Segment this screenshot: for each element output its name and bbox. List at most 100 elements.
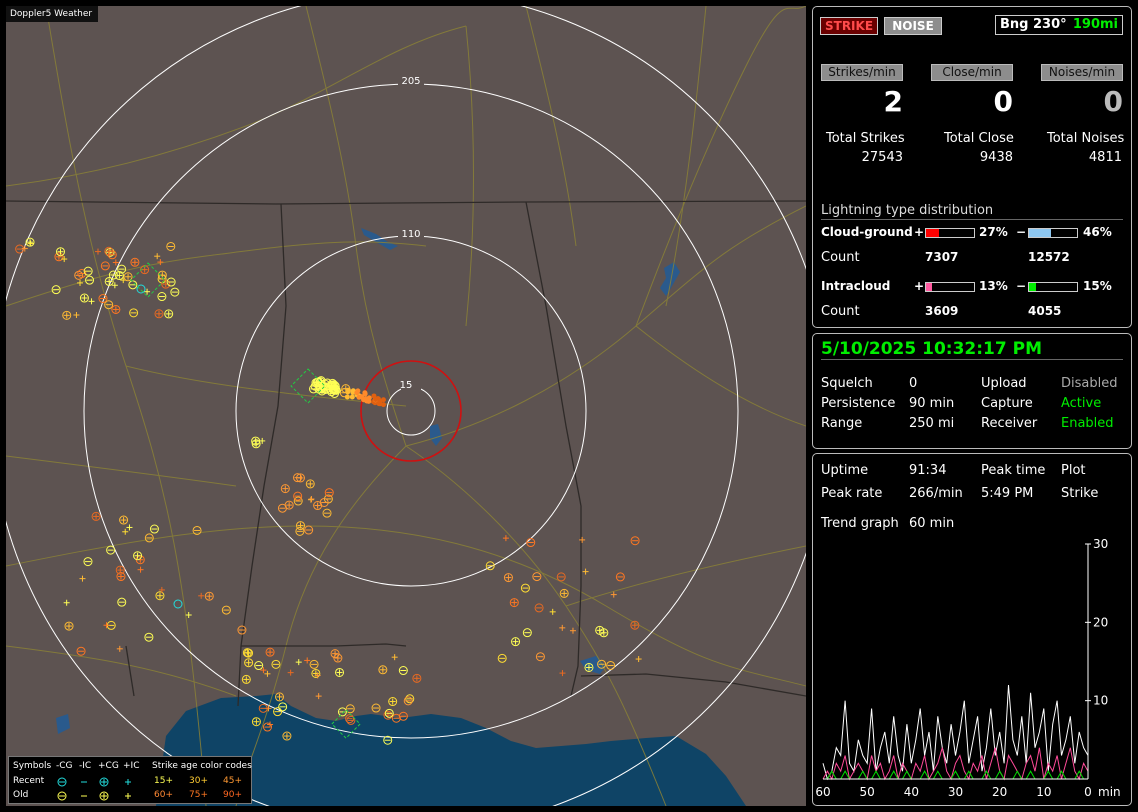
strike-marker bbox=[144, 533, 154, 543]
lake-5 bbox=[56, 714, 70, 734]
receiver-label: Receiver bbox=[981, 416, 1038, 431]
persistence-label: Persistence bbox=[821, 396, 896, 411]
legend-col-neg-cg: -CG bbox=[56, 761, 73, 771]
strike-marker bbox=[105, 247, 115, 257]
upload-value: Disabled bbox=[1061, 376, 1118, 391]
trend-lines bbox=[822, 684, 1089, 781]
total-noises-label: Total Noises bbox=[1047, 131, 1125, 146]
legend-symbols bbox=[57, 777, 131, 801]
lightning-map[interactable]: 205 110 15 Doppler5 Weather Symbols -CG … bbox=[6, 6, 806, 806]
strike-button[interactable]: STRIKE bbox=[820, 17, 878, 35]
strike-marker bbox=[98, 294, 108, 304]
strike-marker bbox=[104, 246, 114, 256]
strike-marker bbox=[254, 661, 264, 671]
strike-marker bbox=[412, 673, 422, 683]
trend-series-2 bbox=[823, 770, 1088, 780]
strike-marker bbox=[630, 536, 640, 546]
divider bbox=[821, 219, 1123, 220]
close-per-min-header[interactable]: Close/min bbox=[931, 64, 1013, 81]
trend-x-tick-label-2: 40 bbox=[904, 785, 919, 799]
close-range-ring bbox=[360, 360, 462, 462]
cg-negative-fill bbox=[1029, 229, 1052, 237]
strike-marker bbox=[319, 497, 329, 507]
strike-marker bbox=[117, 264, 127, 274]
range-value: 250 mi bbox=[909, 416, 955, 431]
strike-marker bbox=[309, 659, 319, 669]
cloud-ground-label: Cloud-ground bbox=[821, 225, 913, 239]
ic-positive-bar bbox=[925, 282, 975, 292]
strike-marker bbox=[116, 572, 126, 582]
strike-marker bbox=[278, 702, 288, 712]
legend-pos-cg-recent bbox=[99, 777, 109, 787]
receiver-value: Enabled bbox=[1061, 416, 1114, 431]
noises-per-min-header[interactable]: Noises/min bbox=[1041, 64, 1123, 81]
strikes-per-min-header[interactable]: Strikes/min bbox=[821, 64, 903, 81]
strike-marker bbox=[354, 390, 360, 396]
strike-marker bbox=[100, 261, 110, 271]
strike-marker bbox=[371, 703, 381, 713]
strike-marker bbox=[76, 646, 86, 656]
strike-marker bbox=[157, 270, 167, 280]
strike-marker bbox=[64, 621, 74, 631]
cg-count-label: Count bbox=[821, 250, 860, 265]
ring-label-205: 205 bbox=[401, 76, 420, 87]
plot-value[interactable]: Strike bbox=[1061, 486, 1099, 501]
trend-y-tick-label-1: 20 bbox=[1093, 615, 1108, 629]
cg-positive-fill bbox=[926, 229, 939, 237]
strike-marker bbox=[485, 561, 495, 571]
state-borders bbox=[6, 200, 806, 707]
ic-plus-sign: + bbox=[914, 279, 925, 293]
ic-positive-count: 3609 bbox=[925, 304, 959, 318]
strike-marker bbox=[335, 667, 345, 677]
strike-markers bbox=[15, 237, 642, 745]
legend-age-recent-2: 30+ bbox=[189, 776, 208, 786]
persistence-value: 90 min bbox=[909, 396, 955, 411]
strike-marker bbox=[237, 625, 247, 635]
strike-marker bbox=[275, 692, 285, 702]
ic-negative-bar bbox=[1028, 282, 1078, 292]
strike-marker bbox=[362, 397, 368, 403]
trend-panel: Uptime 91:34 Peak time Plot Peak rate 26… bbox=[812, 453, 1132, 806]
strike-marker bbox=[115, 565, 125, 575]
noise-button[interactable]: NOISE bbox=[884, 17, 942, 35]
strike-marker bbox=[373, 397, 379, 403]
ic-positive-fill bbox=[926, 283, 933, 291]
strike-marker bbox=[328, 384, 338, 394]
cg-positive-pct: 27% bbox=[979, 225, 1008, 239]
strike-marker bbox=[346, 715, 356, 725]
ic-positive-pct: 13% bbox=[979, 279, 1008, 293]
road-network bbox=[6, 6, 806, 806]
strike-marker bbox=[111, 304, 121, 314]
cg-positive-count: 7307 bbox=[925, 250, 959, 264]
strike-marker bbox=[85, 275, 95, 285]
trend-graph-value: 60 min bbox=[909, 516, 955, 531]
upload-label: Upload bbox=[981, 376, 1027, 391]
ic-minus-sign: − bbox=[1016, 279, 1027, 293]
strike-marker bbox=[251, 717, 261, 727]
strike-marker bbox=[526, 538, 536, 548]
strike-marker bbox=[91, 511, 101, 521]
ring-labels: 205 110 15 bbox=[398, 74, 424, 391]
trend-x-tick-label-3: 30 bbox=[948, 785, 963, 799]
strike-marker bbox=[149, 524, 159, 534]
strike-marker bbox=[391, 713, 401, 723]
strike-marker bbox=[378, 665, 388, 675]
legend-age-old-3: 90+ bbox=[223, 790, 242, 800]
strike-marker bbox=[170, 287, 180, 297]
distribution-title: Lightning type distribution bbox=[821, 203, 994, 218]
strike-marker bbox=[503, 573, 513, 583]
legend-recent-label: Recent bbox=[13, 776, 45, 786]
strike-marker bbox=[333, 653, 343, 663]
ring-label-bg-110 bbox=[398, 227, 424, 239]
strike-marker bbox=[630, 620, 640, 630]
strike-marker bbox=[166, 277, 176, 287]
ring-label-110: 110 bbox=[401, 229, 420, 240]
map-canvas[interactable]: 205 110 15 bbox=[6, 6, 806, 806]
capture-label: Capture bbox=[981, 396, 1033, 411]
legend-age-recent-1: 15+ bbox=[154, 776, 173, 786]
strike-marker bbox=[144, 632, 154, 642]
strike-marker-recent bbox=[173, 599, 183, 609]
strike-marker bbox=[615, 572, 625, 582]
legend-neg-cg-recent bbox=[57, 777, 67, 787]
cluster-box bbox=[331, 709, 361, 739]
